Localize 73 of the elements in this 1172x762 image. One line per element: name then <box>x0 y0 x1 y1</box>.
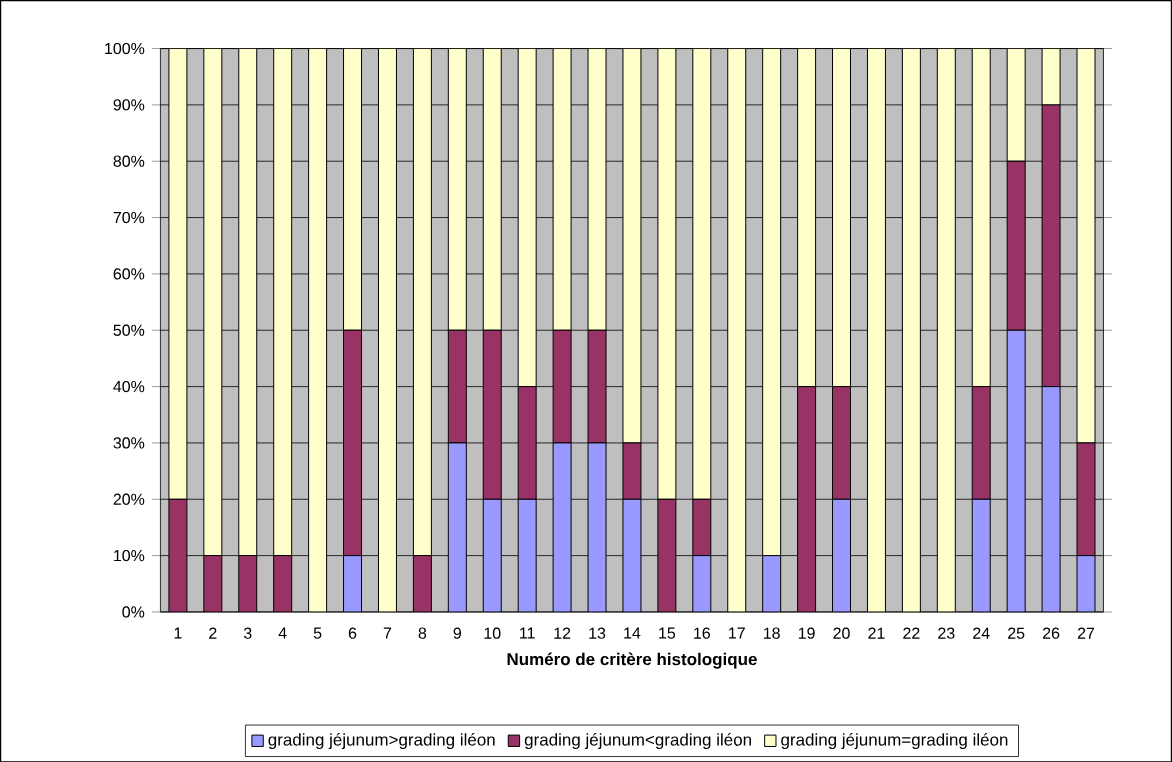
y-tick-label: 40% <box>113 380 145 393</box>
bar <box>412 48 432 556</box>
bar <box>832 385 852 500</box>
x-tick-label: 9 <box>453 627 461 639</box>
bar <box>762 48 782 556</box>
x-tick-label: 4 <box>278 627 287 639</box>
y-tick-label: 30% <box>113 437 145 449</box>
bar <box>308 48 328 612</box>
bar <box>832 48 852 387</box>
bar <box>727 48 747 612</box>
x-tick-label: 12 <box>554 627 571 639</box>
legend-label: grading jéjunum>grading iléon <box>268 732 495 749</box>
x-tick-label: 16 <box>694 627 710 639</box>
bar <box>482 48 502 331</box>
bar <box>797 48 817 387</box>
x-tick-label: 19 <box>798 627 815 639</box>
bar <box>692 498 712 556</box>
x-tick-label: 20 <box>833 627 850 639</box>
bar <box>273 48 293 556</box>
x-tick-label: 14 <box>624 627 641 639</box>
x-tick-label: 1 <box>174 627 182 639</box>
x-tick-label: 8 <box>418 627 427 639</box>
x-tick-label: 5 <box>313 627 322 639</box>
legend-label: grading jéjunum=grading iléon <box>781 732 1008 749</box>
x-tick-label: 15 <box>659 627 676 639</box>
bar <box>901 48 921 612</box>
y-tick-label: 10% <box>114 549 145 562</box>
bar <box>971 48 991 387</box>
bar <box>447 48 467 331</box>
x-tick-label: 23 <box>938 627 955 639</box>
bar <box>797 385 817 612</box>
x-tick-label: 7 <box>383 627 392 639</box>
bar <box>377 48 397 612</box>
x-axis-title: Numéro de critère histologique <box>507 652 757 669</box>
bar <box>238 554 258 612</box>
x-tick-label: 10 <box>484 627 501 639</box>
y-tick-label: 60% <box>113 268 145 280</box>
x-tick-label: 17 <box>729 627 745 639</box>
x-tick-label: 24 <box>973 627 990 639</box>
bar <box>866 48 886 612</box>
bar <box>273 554 293 612</box>
y-tick-label: 80% <box>113 155 145 167</box>
x-tick-label: 11 <box>520 627 535 639</box>
x-tick-label: 6 <box>348 627 357 639</box>
bar <box>517 48 537 387</box>
y-tick-label: 100% <box>105 42 145 54</box>
x-tick-label: 22 <box>903 627 920 639</box>
bar <box>238 48 258 556</box>
y-tick-label: 0% <box>122 606 145 618</box>
bar <box>936 48 956 612</box>
y-tick-label: 90% <box>113 99 145 111</box>
bar <box>203 48 223 556</box>
x-tick-label: 26 <box>1043 627 1060 639</box>
x-tick-label: 3 <box>243 627 252 639</box>
x-tick-label: 18 <box>764 627 780 639</box>
bar <box>343 329 363 556</box>
bar <box>447 329 467 444</box>
bar <box>203 554 223 612</box>
x-tick-label: 13 <box>589 627 606 639</box>
legend-label: grading jéjunum<grading iléon <box>524 732 751 749</box>
x-tick-label: 2 <box>209 627 217 639</box>
bar <box>971 385 991 500</box>
bar <box>482 329 502 500</box>
y-tick-label: 50% <box>113 324 145 336</box>
x-tick-label: 21 <box>868 627 885 639</box>
bar <box>517 385 537 500</box>
bar <box>412 554 432 612</box>
x-tick-label: 25 <box>1008 627 1025 639</box>
y-tick-label: 20% <box>113 493 145 505</box>
y-tick-label: 70% <box>113 211 145 224</box>
bar <box>343 48 363 331</box>
bar <box>692 48 712 500</box>
x-tick-label: 27 <box>1077 627 1095 639</box>
